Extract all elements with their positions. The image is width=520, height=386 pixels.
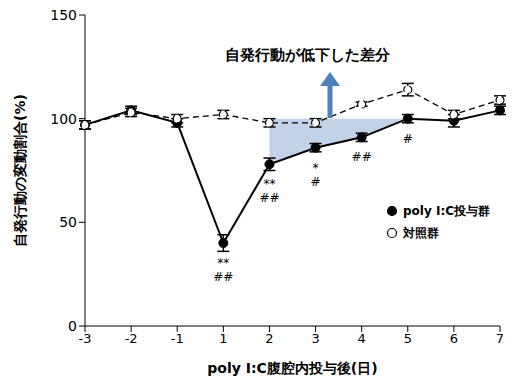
svg-text:150: 150	[50, 7, 77, 23]
svg-text:50: 50	[59, 214, 77, 230]
svg-text:*: *	[313, 161, 319, 175]
svg-text:-3: -3	[79, 331, 92, 346]
svg-text:0: 0	[68, 318, 77, 334]
svg-text:4: 4	[358, 331, 366, 346]
svg-text:5: 5	[404, 331, 412, 346]
svg-text:7: 7	[496, 331, 504, 346]
svg-text:##: ##	[352, 150, 372, 164]
svg-text:-2: -2	[125, 331, 138, 346]
svg-text:**: **	[263, 177, 275, 191]
svg-text:自発行動の変動割合(%): 自発行動の変動割合(%)	[12, 94, 28, 247]
svg-text:-1: -1	[171, 331, 184, 346]
svg-text:3: 3	[311, 331, 319, 346]
html-text:poly I:C投与群: poly I:C投与群	[403, 204, 490, 218]
svg-text:**: **	[217, 256, 229, 270]
svg-text:##: ##	[259, 191, 279, 205]
svg-text:#: #	[311, 175, 321, 189]
svg-text:##: ##	[213, 270, 233, 284]
html-text:自発行動が低下した差分: 自発行動が低下した差分	[225, 46, 390, 64]
html-text:対照群: 対照群	[403, 226, 439, 240]
svg-text:1: 1	[219, 331, 227, 346]
svg-text:#: #	[403, 132, 413, 146]
svg-text:2: 2	[265, 331, 273, 346]
svg-text:100: 100	[50, 111, 77, 127]
svg-text:poly I:C腹腔内投与後(日): poly I:C腹腔内投与後(日)	[207, 360, 377, 376]
svg-text:6: 6	[450, 331, 458, 346]
